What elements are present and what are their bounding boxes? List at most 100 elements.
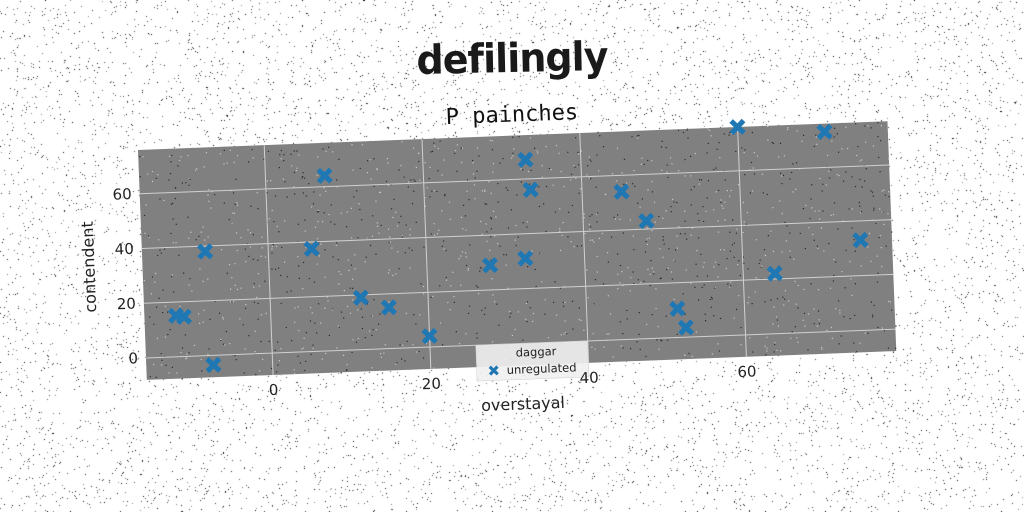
- plot-noise-dot: [157, 254, 159, 257]
- plot-noise-dot: [589, 159, 591, 161]
- plot-noise-dot: [698, 183, 701, 185]
- plot-noise-dot: [871, 191, 874, 193]
- plot-noise-dot: [775, 316, 778, 318]
- plot-noise-dot: [499, 245, 501, 247]
- plot-noise-dot: [480, 220, 482, 223]
- plot-noise-dot: [388, 269, 390, 271]
- plot-noise-dot: [257, 272, 260, 275]
- plot-noise-dot: [571, 204, 573, 207]
- plot-noise-dot: [458, 258, 460, 260]
- plot-noise-dot: [430, 233, 432, 235]
- plot-noise-dot: [690, 282, 692, 284]
- plot-noise-dot: [449, 309, 451, 311]
- plot-noise-dot: [815, 134, 817, 136]
- plot-noise-dot: [370, 244, 372, 247]
- plot-noise-dot: [781, 175, 783, 177]
- plot-noise-dot: [821, 348, 823, 350]
- plot-noise-dot: [870, 301, 873, 303]
- plot-noise-dot: [350, 207, 353, 209]
- plot-noise-dot: [491, 149, 494, 151]
- plot-noise-dot: [383, 352, 385, 354]
- plot-noise-dot: [833, 258, 835, 261]
- plot-noise-dot: [336, 347, 338, 349]
- plot-noise-dot: [302, 192, 304, 194]
- plot-noise-dot: [655, 288, 657, 290]
- plot-noise-dot: [870, 190, 872, 192]
- plot-noise-dot: [486, 240, 488, 242]
- plot-noise-dot: [434, 145, 436, 147]
- plot-noise-dot: [257, 318, 259, 320]
- plot-noise-dot: [739, 274, 741, 277]
- plot-noise-dot: [405, 224, 407, 226]
- plot-noise-dot: [340, 273, 342, 276]
- plot-noise-dot: [497, 201, 499, 203]
- plot-noise-dot: [348, 269, 350, 272]
- plot-noise-dot: [662, 217, 664, 220]
- plot-noise-dot: [578, 153, 580, 155]
- plot-noise-dot: [839, 312, 841, 314]
- plot-noise-dot: [709, 129, 711, 132]
- plot-noise-dot: [637, 202, 639, 204]
- plot-noise-dot: [231, 301, 233, 303]
- plot-noise-dot: [653, 273, 655, 275]
- plot-noise-dot: [373, 299, 375, 301]
- plot-noise-dot: [321, 358, 323, 360]
- plot-noise-dot: [646, 227, 648, 229]
- plot-noise-dot: [878, 236, 880, 239]
- plot-noise-dot: [823, 250, 825, 252]
- plot-noise-dot: [354, 254, 356, 256]
- plot-noise-dot: [244, 307, 247, 309]
- plot-noise-dot: [864, 332, 866, 334]
- plot-noise-dot: [424, 196, 426, 199]
- plot-noise-dot: [202, 280, 204, 283]
- plot-noise-dot: [207, 194, 209, 196]
- plot-noise-dot: [873, 304, 875, 307]
- plot-noise-dot: [461, 147, 464, 149]
- plot-noise-dot: [591, 214, 593, 216]
- plot-noise-dot: [350, 264, 353, 266]
- plot-noise-dot: [467, 312, 470, 315]
- plot-noise-dot: [566, 332, 568, 335]
- plot-noise-dot: [165, 364, 167, 366]
- plot-noise-dot: [676, 235, 678, 237]
- plot-noise-dot: [226, 162, 228, 164]
- plot-noise-dot: [460, 216, 463, 219]
- plot-noise-dot: [632, 271, 634, 273]
- plot-noise-dot: [393, 198, 395, 200]
- plot-noise-dot: [414, 180, 416, 182]
- plot-noise-dot: [686, 129, 688, 131]
- plot-noise-dot: [188, 284, 190, 286]
- plot-noise-dot: [525, 318, 527, 320]
- plot-noise-dot: [472, 173, 475, 175]
- plot-noise-dot: [883, 223, 885, 226]
- plot-noise-dot: [832, 280, 835, 282]
- plot-noise-dot: [784, 290, 787, 292]
- plot-noise-dot: [403, 176, 405, 178]
- x-grid-line: [421, 139, 432, 369]
- plot-noise-dot: [477, 286, 479, 288]
- plot-noise-dot: [449, 218, 452, 220]
- plot-noise-dot: [494, 235, 496, 237]
- plot-noise-dot: [467, 269, 469, 271]
- plot-noise-dot: [856, 154, 858, 157]
- plot-noise-dot: [422, 285, 425, 288]
- plot-noise-dot: [796, 130, 798, 132]
- plot-noise-dot: [168, 372, 170, 374]
- plot-noise-dot: [143, 214, 146, 217]
- plot-noise-dot: [240, 287, 242, 289]
- plot-noise-dot: [795, 303, 797, 305]
- plot-noise-dot: [890, 309, 893, 311]
- plot-noise-dot: [673, 298, 675, 300]
- plot-noise-dot: [280, 158, 282, 160]
- plot-noise-dot: [797, 284, 800, 287]
- plot-noise-dot: [647, 159, 649, 162]
- plot-noise-dot: [327, 300, 329, 302]
- plot-noise-dot: [282, 178, 285, 180]
- plot-noise-dot: [879, 139, 882, 142]
- plot-noise-dot: [764, 301, 766, 303]
- plot-noise-dot: [645, 355, 647, 358]
- plot-noise-dot: [293, 369, 295, 371]
- plot-noise-dot: [304, 369, 306, 372]
- plot-noise-dot: [607, 261, 609, 263]
- plot-noise-dot: [418, 160, 420, 163]
